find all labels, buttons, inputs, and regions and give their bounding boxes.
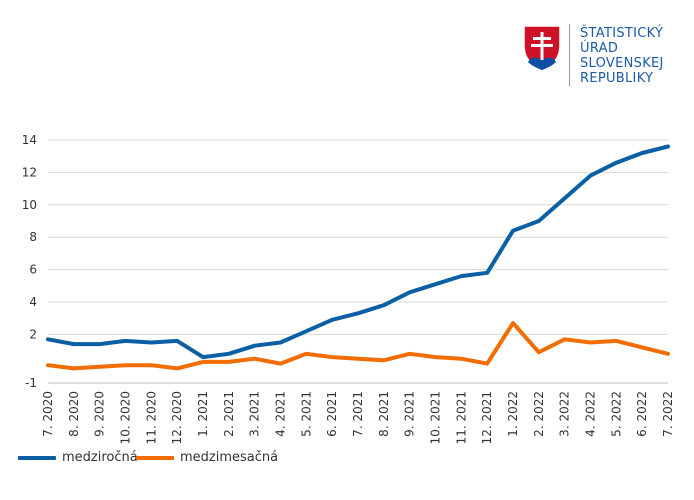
logo <box>522 22 692 92</box>
x-tick-label: 7. 2020 <box>41 391 55 437</box>
x-tick-label: 12. 2021 <box>480 391 494 444</box>
legend-item-medzirocna: medziročná <box>18 450 138 465</box>
y-tick-label: -1 <box>25 376 37 390</box>
x-tick-label: 4. 2022 <box>584 391 598 437</box>
x-tick-label: 6. 2022 <box>635 391 649 437</box>
y-axis-ticks: -1 2 4 6 8 10 12 14 <box>22 133 37 390</box>
x-tick-label: 1. 2022 <box>506 391 520 437</box>
x-tick-label: 5. 2021 <box>299 391 313 437</box>
series-line-0 <box>46 144 670 360</box>
x-tick-label: 4. 2021 <box>274 391 288 437</box>
series-lines <box>46 144 670 371</box>
x-tick-label: 6. 2021 <box>325 391 339 437</box>
logo-separator <box>569 24 570 86</box>
x-tick-label: 9. 2020 <box>93 391 107 437</box>
x-tick-label: 3. 2022 <box>558 391 572 437</box>
grid-lines <box>48 139 668 384</box>
logo-line-1: ŠTATISTICKÝ <box>580 26 664 41</box>
x-tick-label: 8. 2020 <box>67 391 81 437</box>
x-tick-label: 12. 2020 <box>170 391 184 444</box>
y-tick-label: 14 <box>22 133 37 147</box>
legend-label-medzimesacna: medzimesačná <box>180 450 279 465</box>
coat-of-arms-icon <box>523 25 561 72</box>
legend-label-medzirocna: medziročná <box>62 450 138 465</box>
x-tick-label: 8. 2021 <box>377 391 391 437</box>
logo-line-3: SLOVENSKEJ <box>580 56 664 71</box>
y-tick-label: 8 <box>29 230 37 244</box>
series-line-1 <box>46 321 670 371</box>
legend-swatch-medzirocna <box>18 455 56 460</box>
legend-swatch-medzimesacna <box>136 455 174 460</box>
x-tick-label: 11. 2020 <box>144 391 158 444</box>
x-axis-ticks: 7. 2020 8. 2020 9. 2020 10. 2020 11. 2020 12.… <box>41 391 675 444</box>
x-tick-label: 2. 2021 <box>222 391 236 437</box>
x-tick-label: 11. 2021 <box>454 391 468 444</box>
x-tick-label: 5. 2022 <box>609 391 623 437</box>
x-tick-label: 1. 2021 <box>196 391 210 437</box>
legend-item-medzimesacna: medzimesačná <box>136 450 278 465</box>
y-tick-label: 6 <box>29 263 37 277</box>
x-tick-label: 10. 2021 <box>429 391 443 444</box>
x-tick-label: 7. 2022 <box>661 391 675 437</box>
logo-line-2: ÚRAD <box>580 41 619 56</box>
x-tick-label: 9. 2021 <box>403 391 417 437</box>
legend: medziročná medzimesačná <box>0 442 694 472</box>
y-tick-label: 4 <box>29 295 37 309</box>
y-tick-label: 2 <box>29 327 37 341</box>
x-tick-label: 2. 2022 <box>532 391 546 437</box>
y-tick-label: 12 <box>22 165 37 179</box>
logo-line-4: REPUBLIKY <box>580 71 654 86</box>
logo-text: ŠTATISTICKÝ ÚRAD SLOVENSKEJ REPUBLIKY <box>580 26 664 86</box>
x-tick-label: 7. 2021 <box>351 391 365 437</box>
y-tick-label: 10 <box>22 198 37 212</box>
x-tick-label: 10. 2020 <box>119 391 133 444</box>
x-tick-label: 3. 2021 <box>248 391 262 437</box>
